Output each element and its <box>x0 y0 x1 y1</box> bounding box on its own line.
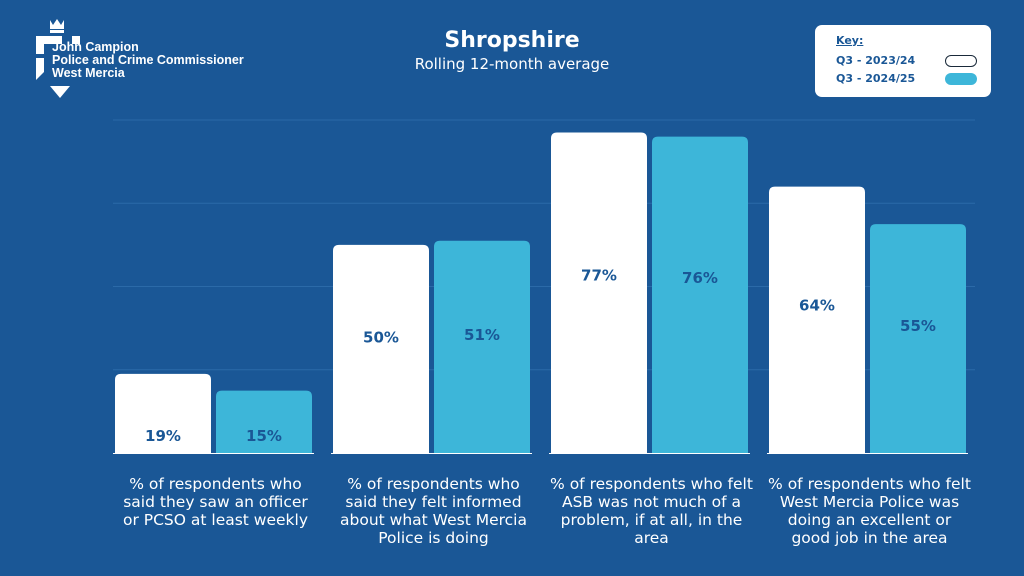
bar-value-label: 55% <box>900 317 936 335</box>
legend-item-label: Q3 - 2024/25 <box>836 72 916 85</box>
bar-2023-24-3 <box>769 186 865 453</box>
bar-2023-24-0 <box>115 373 211 453</box>
bar-value-label: 51% <box>464 326 500 344</box>
legend-swatch-2024 <box>945 73 977 85</box>
logo-region: West Mercia <box>52 66 125 80</box>
pcc-logo: John Campion Police and Crime Commission… <box>22 14 262 100</box>
category-label: % of respondents who felt ASB was not mu… <box>550 475 753 547</box>
logo-role: Police and Crime Commissioner <box>52 53 244 67</box>
category-label: % of respondents who felt West Mercia Po… <box>768 475 971 547</box>
bar-value-label: 64% <box>799 296 835 314</box>
bar-2023-24-2 <box>551 132 647 454</box>
legend-item-label: Q3 - 2023/24 <box>836 54 916 67</box>
bar-2024-25-2 <box>652 136 748 453</box>
legend-swatch-2023 <box>945 55 977 67</box>
bar-value-label: 15% <box>246 427 282 445</box>
bar-2023-24-1 <box>333 244 429 453</box>
bar-2024-25-3 <box>870 224 966 453</box>
logo-text: John Campion Police and Crime Commission… <box>52 41 244 80</box>
bar-2024-25-1 <box>434 240 530 453</box>
bar-value-label: 50% <box>363 329 399 347</box>
bar-value-label: 77% <box>581 267 617 285</box>
crest-icon <box>36 19 80 98</box>
bar-value-label: 76% <box>682 269 718 287</box>
legend-title: Key: <box>836 34 864 47</box>
category-label: % of respondents who said they felt info… <box>340 475 527 547</box>
legend: Key: Q3 - 2023/24 Q3 - 2024/25 <box>815 25 991 97</box>
bar-value-label: 19% <box>145 427 181 445</box>
chart-title: Shropshire <box>444 28 580 53</box>
bar-2024-25-0 <box>216 390 312 453</box>
chart-subtitle: Rolling 12-month average <box>414 55 610 73</box>
logo-name: John Campion <box>52 40 139 54</box>
category-label: % of respondents who said they saw an of… <box>122 475 309 529</box>
